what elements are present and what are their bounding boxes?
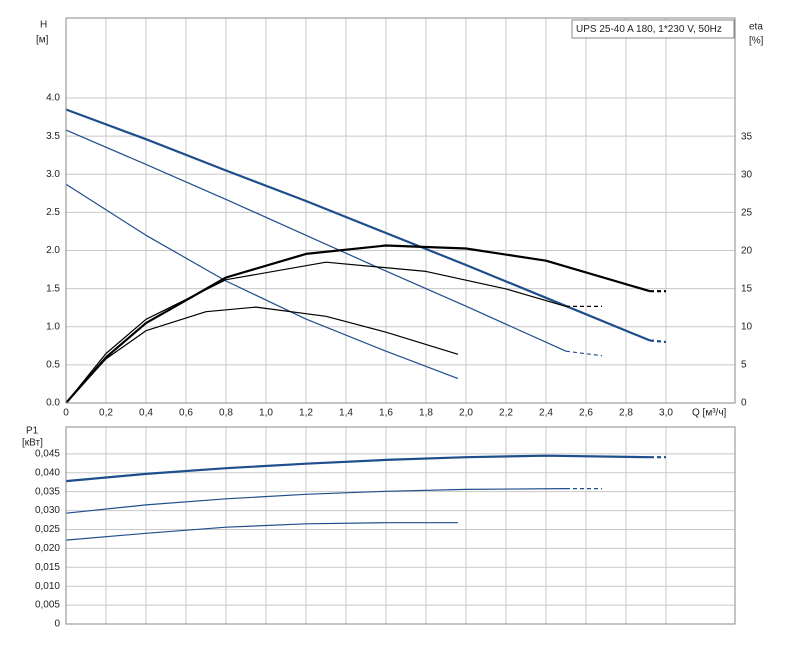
p1-axis-unit: [кВт] [22,438,43,449]
y-tick-label: 4.0 [46,93,60,104]
eta-axis-label: eta [749,22,763,33]
y2-tick-label: 5 [741,360,747,371]
eta-axis-unit: [%] [749,36,764,47]
y-tick-label: 0,045 [35,448,60,459]
y-tick-label: 3.5 [46,131,60,142]
curve [65,454,651,483]
x-tick-label: 2,0 [459,408,473,419]
y-tick-label: 0,015 [35,562,60,573]
curve [65,522,458,541]
curve [65,108,651,342]
x-tick-label: 2,8 [619,408,633,419]
x-tick-label: 0,2 [99,408,113,419]
x-tick-label: 0,6 [179,408,193,419]
x-tick-label: 0,4 [139,408,153,419]
efficiency-curve [65,261,567,404]
h-axis-label: H [40,20,47,31]
y-tick-label: 2.0 [46,245,60,256]
x-tick-label: 1,8 [419,408,433,419]
efficiency-curve [65,244,651,404]
x-tick-label: 0 [63,408,69,419]
y2-tick-label: 15 [741,284,753,295]
plot-border [65,17,736,404]
y-tick-label: 0,030 [35,505,60,516]
q-axis-label: Q [м³/ч] [692,408,727,419]
x-tick-label: 1,6 [379,408,393,419]
x-tick-label: 1,2 [299,408,313,419]
efficiency-curve [65,306,459,404]
y-tick-label: 0,025 [35,524,60,535]
curve [65,183,459,380]
y2-tick-label: 35 [741,131,753,142]
y2-tick-label: 10 [741,322,753,333]
x-tick-label: 1,4 [339,408,353,419]
x-tick-label: 1,0 [259,408,273,419]
curve [65,129,567,352]
curve [65,488,567,514]
y-tick-label: 0 [54,619,60,630]
y2-tick-label: 20 [741,245,753,256]
y-tick-label: 0,035 [35,486,60,497]
x-tick-label: 2,4 [539,408,553,419]
y-tick-label: 0,020 [35,543,60,554]
y-tick-label: 0,010 [35,581,60,592]
y-tick-label: 3.0 [46,169,60,180]
y-tick-label: 1.5 [46,283,60,294]
x-tick-label: 3,0 [659,408,673,419]
curve [565,350,603,357]
p1-axis-label: P1 [26,426,39,437]
y-tick-label: 0,040 [35,467,60,478]
y2-tick-label: 30 [741,169,753,180]
curve [649,339,667,344]
x-tick-label: 2,2 [499,408,513,419]
y-tick-label: 2.5 [46,207,60,218]
x-tick-label: 0,8 [219,408,233,419]
y-tick-label: 0.0 [46,398,60,409]
chart-title: UPS 25-40 A 180, 1*230 V, 50Hz [576,24,722,35]
h-axis-unit: [м] [36,35,49,46]
y2-tick-label: 25 [741,207,753,218]
y-tick-label: 1.0 [46,321,60,332]
y-tick-label: 0,005 [35,600,60,611]
title-box [571,19,735,39]
x-tick-label: 2,6 [579,408,593,419]
y-tick-label: 0.5 [46,360,60,371]
y2-tick-label: 0 [741,398,747,409]
plot-border [65,426,736,625]
